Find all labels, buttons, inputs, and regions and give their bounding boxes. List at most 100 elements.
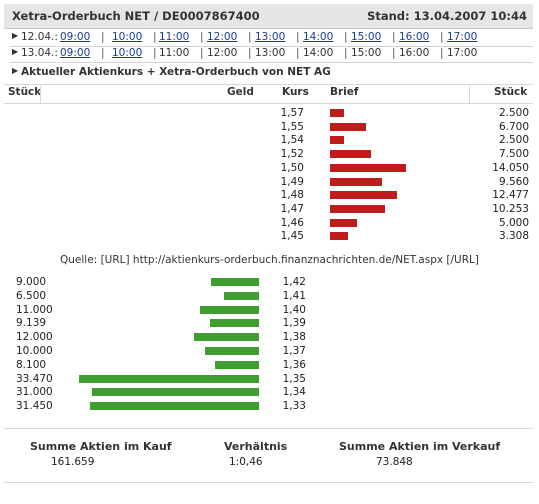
bid-kurs: 1,35 (282, 372, 306, 385)
nav-time-1400: 14:00 (303, 47, 334, 59)
bid-volume-bar (224, 291, 259, 300)
time-navigation: ▶ 12.04.: 09:00 | 10:00 | 11:00 | 12:00 | 13:00 | 14… (4, 28, 533, 84)
nav-description[interactable]: Aktueller Aktienkurs + Xetra-Orderbuch v… (21, 66, 331, 78)
ask-volume-bar (330, 163, 406, 172)
triangle-right-icon: ▶ (12, 66, 19, 75)
page-title: Xetra-Orderbuch NET / DE0007867400 (12, 9, 260, 23)
separator: | (440, 31, 444, 43)
summe-kauf-value: 161.659 (51, 456, 95, 468)
bid-kurs: 1,39 (282, 317, 306, 330)
divider (4, 482, 533, 483)
ask-kurs: 1,49 (280, 175, 304, 188)
divider (10, 62, 533, 63)
nav-time-1700: 17:00 (447, 47, 478, 59)
ask-stueck: 14.050 (492, 161, 529, 174)
nav-row-2: ▶ 13.04.: 09:00 | 10:00 | 11:00 | 12:00 | 13:00 | 14… (4, 46, 533, 62)
bid-stueck: 11.000 (16, 303, 53, 316)
summe-verkauf-value: 73.848 (376, 456, 413, 468)
ask-volume-bar (330, 150, 371, 159)
ask-stueck: 9.560 (498, 175, 529, 188)
bid-volume-bar (215, 360, 259, 369)
nav-time-1700[interactable]: 17:00 (447, 31, 478, 43)
column-header-kurs: Kurs (282, 86, 309, 98)
ask-volume-bar (330, 136, 344, 145)
bid-stueck: 9.139 (16, 317, 47, 330)
divider (4, 84, 533, 85)
ask-stueck: 3.308 (498, 230, 529, 243)
ask-volume-bar (330, 218, 357, 227)
divider (10, 46, 533, 47)
column-header-geld: Geld (227, 86, 254, 98)
separator: | (296, 47, 300, 59)
nav-time-1600[interactable]: 16:00 (399, 31, 430, 43)
ask-kurs: 1,50 (280, 161, 304, 174)
bid-stueck: 10.000 (16, 345, 53, 357)
nav-time-1300[interactable]: 13:00 (255, 31, 286, 43)
nav-time-1000[interactable]: 10:00 (112, 47, 143, 59)
ask-volume-bar (330, 204, 385, 213)
bid-kurs: 1,37 (282, 345, 306, 357)
nav-time-0900[interactable]: 09:00 (60, 31, 91, 43)
separator: | (344, 31, 348, 43)
nav-time-1100[interactable]: 11:00 (159, 31, 190, 43)
bid-kurs: 1,41 (282, 289, 306, 302)
ask-kurs: 1,54 (280, 134, 304, 147)
bid-kurs: 1,40 (282, 303, 306, 316)
nav-time-1200[interactable]: 12:00 (207, 31, 238, 43)
ask-stueck: 7.500 (498, 148, 529, 161)
triangle-right-icon: ▶ (12, 31, 19, 40)
summe-kauf-label: Summe Aktien im Kauf (30, 440, 172, 453)
ask-stueck: 6.700 (498, 120, 529, 133)
bid-kurs: 1,33 (282, 400, 306, 413)
bid-volume-bar (194, 333, 259, 342)
verhaeltnis-value: 1:0,46 (229, 456, 263, 468)
ask-kurs: 1,46 (280, 216, 304, 229)
column-header-stueck-left: Stück (8, 86, 42, 98)
ask-volume-bar (330, 122, 366, 131)
summe-verkauf-label: Summe Aktien im Verkauf (339, 440, 501, 453)
divider (4, 428, 533, 429)
bid-stueck: 8.100 (16, 358, 47, 371)
separator: | (200, 47, 204, 59)
separator: | (344, 47, 348, 59)
nav-time-1300: 13:00 (255, 47, 286, 59)
nav-row-description[interactable]: ▶ Aktueller Aktienkurs + Xetra-Orderbuch … (4, 65, 533, 81)
stand-timestamp: Stand: 13.04.2007 10:44 (367, 9, 527, 23)
separator: | (248, 31, 252, 43)
source-note: Quelle: [URL] http://aktienkurs-orderbuc… (60, 254, 479, 266)
nav-time-1000[interactable]: 10:00 (112, 31, 143, 43)
ask-volume-bar (330, 177, 382, 186)
nav-row-1: ▶ 12.04.: 09:00 | 10:00 | 11:00 | 12:00 | 13:00 | 14… (4, 30, 533, 46)
ask-volume-bar (330, 232, 348, 241)
separator: | (296, 31, 300, 43)
separator: | (153, 47, 157, 59)
nav-time-0900[interactable]: 09:00 (60, 47, 91, 59)
nav-time-1100: 11:00 (159, 47, 190, 59)
ask-stueck: 12.477 (492, 189, 529, 202)
triangle-right-icon: ▶ (12, 47, 19, 56)
separator: | (392, 47, 396, 59)
divider (40, 86, 41, 103)
bid-kurs: 1,42 (282, 276, 306, 288)
bid-kurs: 1,34 (282, 386, 306, 399)
nav-time-1400[interactable]: 14:00 (303, 31, 334, 43)
bid-volume-bar (211, 278, 259, 286)
bid-volume-bar (200, 305, 259, 314)
ask-stueck: 2.500 (498, 107, 529, 119)
separator: | (200, 31, 204, 43)
separator: | (392, 31, 396, 43)
bid-stueck: 9.000 (16, 276, 47, 288)
nav-time-1500[interactable]: 15:00 (351, 31, 382, 43)
ask-volume-bar (330, 191, 397, 200)
ask-stueck: 10.253 (492, 202, 529, 215)
bid-volume-bar (205, 347, 259, 355)
bid-stueck: 6.500 (16, 289, 47, 302)
ask-kurs: 1,55 (280, 120, 304, 133)
bid-stueck: 12.000 (16, 331, 53, 344)
orderbook-header: Xetra-Orderbuch NET / DE0007867400 Stand… (4, 4, 533, 29)
bid-stueck: 31.450 (16, 400, 53, 413)
bid-volume-bar (92, 388, 259, 397)
ask-stueck: 5.000 (498, 216, 529, 229)
separator: | (440, 47, 444, 59)
bid-volume-bar (90, 402, 259, 411)
